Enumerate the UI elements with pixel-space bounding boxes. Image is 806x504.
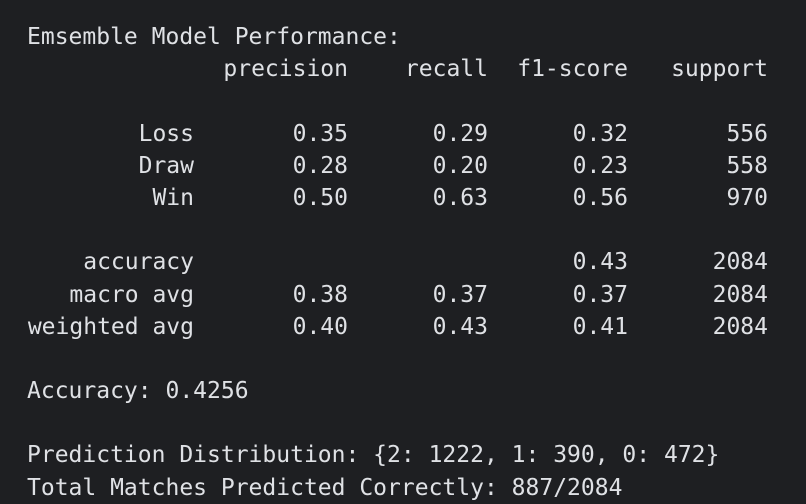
row-recall: 0.43 <box>432 313 488 340</box>
row-precision: 0.50 <box>292 184 348 211</box>
row-support: 2084 <box>712 281 768 308</box>
row-support: 556 <box>726 120 768 147</box>
row-label: weighted avg <box>27 313 194 340</box>
row-f1-score: 0.32 <box>572 120 628 147</box>
row-label: Loss <box>138 120 194 147</box>
row-recall: 0.20 <box>432 152 488 179</box>
row-precision: 0.35 <box>292 120 348 147</box>
row-precision: 0.40 <box>292 313 348 340</box>
row-label: accuracy <box>83 249 194 276</box>
blank-line <box>27 85 768 117</box>
prediction-distribution-line: Prediction Distribution: {2: 1222, 1: 39… <box>27 442 720 469</box>
row-precision <box>194 246 348 278</box>
header-label-spacer <box>27 53 194 85</box>
row-support: 2084 <box>712 313 768 340</box>
header-recall: recall <box>404 56 488 83</box>
summary-row-macro-avg: macro avg 0.38 0.37 0.37 2084 <box>27 279 768 311</box>
row-support: 970 <box>726 184 768 211</box>
row-precision: 0.28 <box>292 152 348 179</box>
row-f1-score: 0.43 <box>572 249 628 276</box>
row-f1-score: 0.23 <box>572 152 628 179</box>
row-f1-score: 0.37 <box>572 281 628 308</box>
header-support: support <box>671 56 768 83</box>
row-label: Win <box>152 184 194 211</box>
accuracy-line: Accuracy: 0.4256 <box>27 378 249 405</box>
row-recall: 0.29 <box>432 120 488 147</box>
row-precision: 0.38 <box>292 281 348 308</box>
summary-row-weighted-avg: weighted avg 0.40 0.43 0.41 2084 <box>27 311 768 343</box>
row-recall: 0.37 <box>432 281 488 308</box>
total-correct-line: Total Matches Predicted Correctly: 887/2… <box>27 474 623 501</box>
row-support: 2084 <box>712 249 768 276</box>
class-row-win: Win 0.50 0.63 0.56 970 <box>27 182 768 214</box>
summary-row-accuracy: accuracy 0.43 2084 <box>27 246 768 278</box>
blank-line <box>27 343 768 375</box>
row-recall: 0.63 <box>432 184 488 211</box>
report-title: Emsemble Model Performance: <box>27 24 401 50</box>
report-header-row: precision recall f1-score support <box>27 53 768 85</box>
blank-line <box>27 214 768 246</box>
row-f1-score: 0.56 <box>572 184 628 211</box>
row-label: Draw <box>138 152 194 179</box>
row-support: 558 <box>726 152 768 179</box>
row-f1-score: 0.41 <box>572 313 628 340</box>
class-row-draw: Draw 0.28 0.20 0.23 558 <box>27 150 768 182</box>
row-recall <box>348 246 488 278</box>
header-precision: precision <box>223 56 348 83</box>
row-label: macro avg <box>69 281 194 308</box>
console-output: Emsemble Model Performance: precision re… <box>27 21 768 504</box>
header-f1-score: f1-score <box>517 56 628 83</box>
class-row-loss: Loss 0.35 0.29 0.32 556 <box>27 118 768 150</box>
blank-line <box>27 407 768 439</box>
